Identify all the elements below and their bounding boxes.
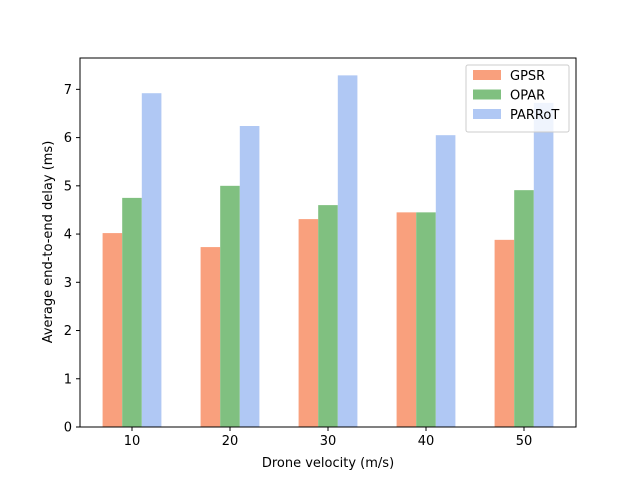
bar-gpsr-40 [396,212,417,427]
x-axis-label: Drone velocity (m/s) [262,456,394,471]
x-tick-label: 30 [320,434,337,449]
y-tick-label: 7 [64,83,72,98]
bar-parrot-50 [533,102,554,427]
bar-parrot-30 [337,75,358,427]
bar-opar-10 [122,197,142,427]
legend: GPSR OPAR PARRoT [465,64,570,133]
y-tick-label: 2 [64,324,72,339]
bar-gpsr-10 [102,233,123,427]
x-tick-label: 20 [222,434,239,449]
x-tick-label: 50 [516,434,533,449]
y-tick-label: 1 [64,372,72,387]
legend-label-gpsr: GPSR [510,69,545,84]
legend-swatch-parrot [473,109,501,119]
bar-parrot-40 [435,135,456,428]
y-tick-label: 4 [64,228,72,243]
bars-layer [102,75,554,428]
legend-swatch-opar [473,89,501,100]
legend-label-parrot: PARRoT [510,108,559,123]
bar-opar-40 [416,212,436,427]
bar-opar-50 [514,190,534,427]
y-axis-label: Average end-to-end delay (ms) [41,141,56,344]
bar-opar-30 [318,205,338,427]
legend-label-opar: OPAR [510,89,545,104]
x-tick-label: 10 [124,434,141,449]
legend-swatch-gpsr [473,70,501,80]
x-tick-label: 40 [418,434,435,449]
bar-parrot-10 [141,93,162,427]
bar-gpsr-20 [200,247,221,427]
bar-gpsr-50 [494,239,515,427]
bar-gpsr-30 [298,219,319,427]
y-axis: 0 1 2 3 4 5 6 7 [64,83,80,436]
y-tick-label: 6 [64,131,72,146]
bar-opar-20 [220,185,240,427]
y-tick-label: 0 [64,421,72,436]
x-axis: 10 20 30 40 50 [124,427,533,449]
bar-parrot-20 [239,126,260,427]
y-tick-label: 5 [64,179,72,194]
y-tick-label: 3 [64,276,72,291]
